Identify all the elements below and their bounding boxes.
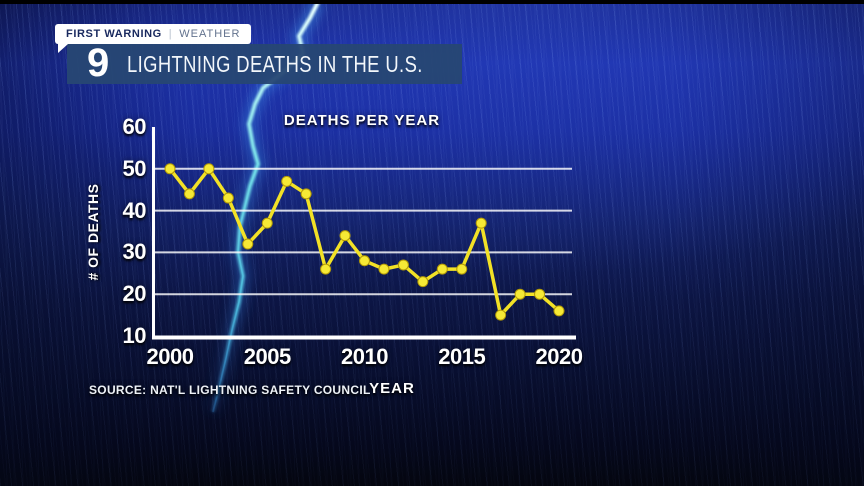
top-black-bar: [0, 0, 864, 4]
y-tick-60: 60: [122, 114, 147, 139]
x-tick-2005: 2005: [243, 344, 291, 369]
first-warning-badge: FIRST WARNING | WEATHER: [55, 24, 252, 53]
data-point-2010: [359, 255, 370, 267]
data-point-2012: [397, 259, 409, 271]
data-point-2005: [261, 217, 273, 229]
data-point-2006: [281, 175, 293, 187]
data-point-2008: [320, 263, 332, 275]
x-tick-2000: 2000: [146, 344, 194, 369]
x-tick-2010: 2010: [341, 344, 388, 369]
station-9-logo: 9: [87, 41, 110, 85]
y-tick-50: 50: [122, 155, 147, 181]
badge-tail: [58, 44, 68, 53]
badge-secondary-label: WEATHER: [179, 28, 241, 40]
data-point-2001: [183, 188, 195, 200]
title-bar: 9 LIGHTNING DEATHS IN THE U.S.: [67, 41, 462, 85]
y-tick-10: 10: [122, 323, 147, 348]
x-axis-label: YEAR: [369, 380, 415, 397]
data-line: [168, 167, 561, 317]
data-point-2015: [456, 263, 468, 275]
data-point-2000: [164, 163, 176, 175]
y-tick-30: 30: [122, 239, 147, 265]
data-point-2004: [242, 238, 254, 250]
data-point-2009: [339, 230, 351, 242]
data-point-2014: [436, 263, 448, 275]
data-point-2018: [514, 288, 526, 300]
data-point-2019: [534, 288, 546, 300]
data-point-2020: [553, 305, 565, 317]
data-point-2007: [300, 188, 312, 200]
chart-title: DEATHS PER YEAR: [283, 112, 441, 129]
data-point-2017: [495, 309, 507, 321]
x-tick-2020: 2020: [535, 344, 583, 369]
data-point-2011: [378, 263, 390, 275]
badge-primary-label: FIRST WARNING: [66, 28, 162, 40]
y-tick-20: 20: [122, 281, 147, 307]
badge-divider: |: [168, 28, 173, 40]
data-point-2002: [203, 163, 215, 175]
page-title: LIGHTNING DEATHS IN THE U.S.: [127, 50, 424, 77]
data-point-2016: [475, 217, 487, 229]
x-tick-2015: 2015: [438, 344, 486, 369]
source-credit: SOURCE: NAT'L LIGHTNING SAFETY COUNCIL: [89, 383, 371, 397]
y-tick-40: 40: [122, 197, 147, 223]
data-point-2013: [417, 276, 429, 288]
data-point-2003: [222, 192, 234, 204]
